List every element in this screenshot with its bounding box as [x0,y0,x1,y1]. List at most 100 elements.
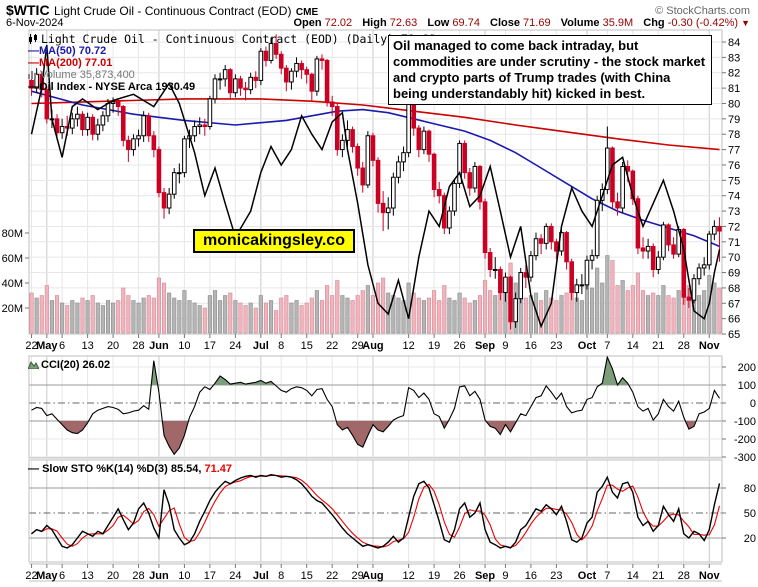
svg-text:68: 68 [728,283,740,295]
svg-text:66: 66 [728,314,740,326]
close-value: 71.69 [523,17,551,29]
svg-text:80: 80 [744,483,756,495]
svg-text:81: 81 [728,83,740,95]
svg-text:7: 7 [604,340,610,352]
oil-index-line-swatch: — [28,81,39,93]
svg-text:22: 22 [326,570,338,582]
svg-text:29: 29 [352,570,364,582]
main-legend-text: Light Crude Oil - Continuous Contract (E… [41,32,436,46]
svg-text:70: 70 [728,252,740,264]
exchange: CME [295,7,319,18]
svg-text:7: 7 [604,570,610,582]
stockcharts-credit: © StockCharts.com [655,5,750,17]
svg-text:Oct: Oct [578,340,597,352]
svg-text:28: 28 [678,570,690,582]
svg-text:Oct: Oct [578,570,597,582]
oil-index-legend: —Oil Index - NYSE Arca 1930.49 [28,81,195,93]
svg-text:83: 83 [728,52,740,64]
open-label: Open [293,17,322,29]
svg-text:24: 24 [229,340,241,352]
svg-text:12: 12 [402,340,414,352]
ma50-legend-text: MA(50) 70.72 [39,45,107,57]
svg-text:Nov: Nov [699,570,721,582]
svg-text:8: 8 [278,340,284,352]
svg-text:76: 76 [728,160,740,172]
svg-text:Nov: Nov [699,340,721,352]
svg-text:Aug: Aug [362,340,383,352]
sto-k-value: 85.54, [170,463,202,475]
svg-text:26: 26 [453,570,465,582]
svg-text:-300: -300 [734,452,756,464]
svg-text:73: 73 [728,206,740,218]
svg-text:19: 19 [428,570,440,582]
ma200-legend-text: MA(200) 77.01 [39,57,113,69]
close-label: Close [490,17,520,29]
svg-text:23: 23 [550,570,562,582]
svg-text:13: 13 [81,340,93,352]
svg-text:May: May [36,570,58,582]
svg-text:84: 84 [728,37,740,49]
svg-text:60M: 60M [2,253,23,265]
svg-text:28: 28 [678,340,690,352]
svg-text:22: 22 [25,340,37,352]
open-value: 72.02 [324,17,353,29]
svg-text:22: 22 [25,570,37,582]
svg-text:15: 15 [301,570,313,582]
svg-text:23: 23 [550,340,562,352]
chg-down-triangle-icon: ▼ [741,18,750,28]
volume-legend: Volume 35,873,400 [28,69,135,82]
svg-text:9: 9 [502,570,508,582]
svg-text:20M: 20M [2,303,23,315]
svg-text:17: 17 [204,340,216,352]
volume-legend-text: Volume 35,873,400 [40,69,135,81]
svg-text:Aug: Aug [362,570,383,582]
svg-text:75: 75 [728,175,740,187]
svg-text:29: 29 [352,340,364,352]
sto-d-value: 71.47 [204,463,233,475]
svg-text:50: 50 [744,508,756,520]
candlestick-icon [28,33,39,47]
svg-text:20: 20 [107,570,119,582]
svg-text:74: 74 [728,191,740,203]
svg-text:20: 20 [744,533,756,545]
svg-text:72: 72 [728,221,740,233]
svg-text:40M: 40M [2,278,23,290]
svg-text:Jun: Jun [149,340,169,352]
svg-text:0: 0 [750,398,756,410]
svg-text:26: 26 [453,340,465,352]
annotation-box: Oil managed to come back intraday, but c… [388,35,712,105]
svg-text:71: 71 [728,237,740,249]
svg-text:6: 6 [59,570,65,582]
svg-text:28: 28 [132,340,144,352]
watermark: monicakingsley.co [193,229,355,253]
svg-text:100: 100 [738,380,756,392]
svg-text:79: 79 [728,114,740,126]
main-legend: Light Crude Oil - Continuous Contract (E… [28,32,436,47]
high-value: 72.63 [389,17,418,29]
svg-text:21: 21 [652,570,664,582]
chg-label: Chg [643,17,665,29]
svg-text:82: 82 [728,68,740,80]
ma50-line-swatch: — [28,45,39,57]
svg-text:78: 78 [728,129,740,141]
ma200-line-swatch: — [28,57,39,69]
volume-bars-icon [28,70,38,82]
svg-text:14: 14 [627,340,639,352]
symbol: $WTIC [6,2,50,18]
svg-text:10: 10 [178,570,190,582]
quote-date: 6-Nov-2024 [6,17,64,29]
cci-legend: CCI(20) 26.02 [27,359,110,372]
ma200-legend: —MA(200) 77.01 [28,57,112,69]
svg-text:16: 16 [525,340,537,352]
svg-text:24: 24 [229,570,241,582]
svg-text:20: 20 [107,340,119,352]
sto-legend-prefix: Slow STO %K(14) %D(3) [42,463,168,475]
low-label: Low [427,17,450,29]
svg-text:Jul: Jul [253,340,269,352]
volume-value: 35.9M [602,17,634,29]
svg-text:200: 200 [738,362,756,374]
svg-text:14: 14 [627,570,639,582]
svg-text:65: 65 [728,329,740,341]
sto-line-swatch: — [28,463,43,475]
